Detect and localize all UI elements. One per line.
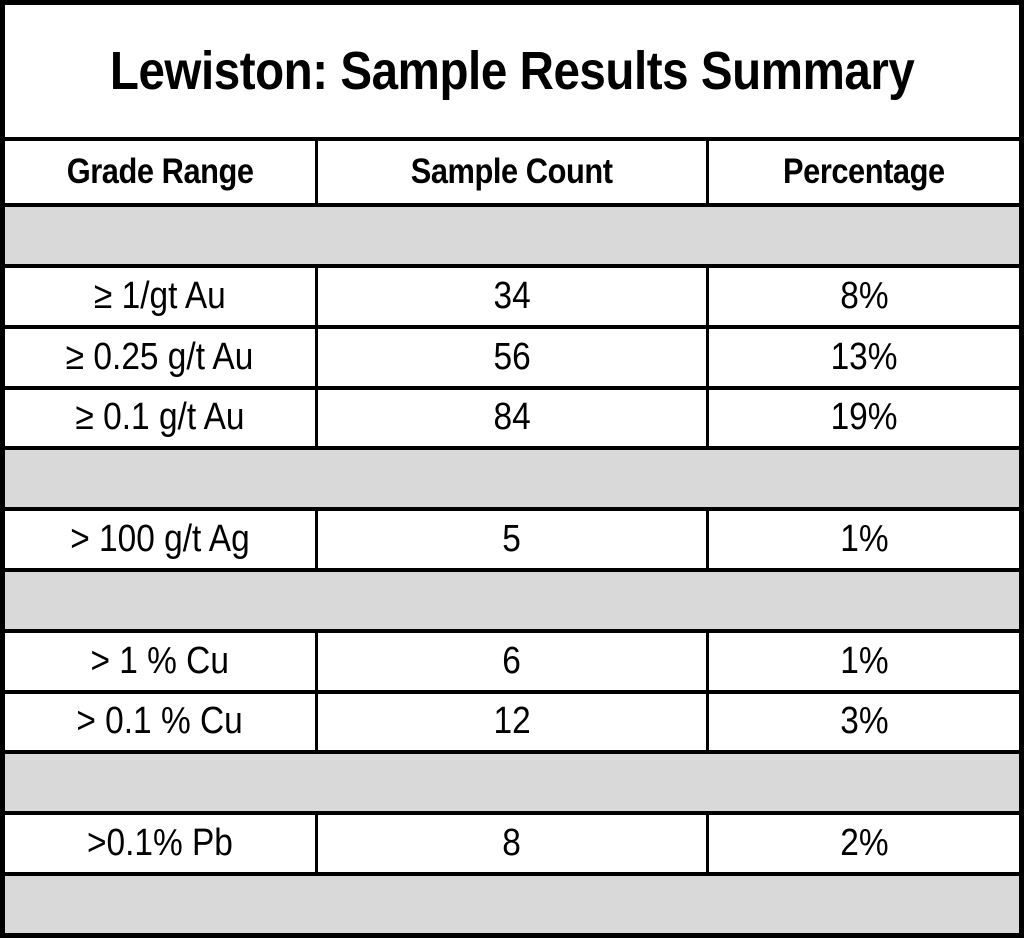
table-title: Lewiston: Sample Results Summary — [109, 41, 915, 102]
sample-count-value: 34 — [493, 274, 531, 317]
separator-cell — [1, 872, 1023, 938]
sample-count-value: 8 — [502, 822, 522, 865]
table-row: ≥ 1/gt Au 34 8% — [1, 263, 1023, 329]
sample-count-value: 12 — [493, 700, 531, 743]
sample-count-cell: 84 — [314, 385, 710, 451]
table-row: ≥ 0.25 g/t Au 56 13% — [1, 324, 1023, 390]
separator-row — [1, 872, 1023, 938]
percentage-cell: 2% — [706, 811, 1023, 876]
grade-range-value: > 1 % Cu — [90, 639, 230, 682]
grade-range-cell: ≥ 0.1 g/t Au — [1, 385, 318, 451]
sample-count-value: 56 — [493, 335, 531, 378]
column-header-grade-range: Grade Range — [1, 137, 318, 208]
percentage-cell: 19% — [706, 385, 1023, 451]
column-header-label: Grade Range — [66, 152, 254, 192]
percentage-cell: 1% — [706, 507, 1023, 572]
table-header-row: Grade Range Sample Count Percentage — [1, 137, 1023, 208]
separator-cell — [1, 446, 1023, 512]
sample-count-cell: 5 — [314, 507, 710, 572]
sample-count-cell: 6 — [314, 628, 710, 694]
separator-row — [1, 446, 1023, 512]
grade-range-value: ≥ 0.1 g/t Au — [75, 396, 245, 439]
column-header-label: Percentage — [783, 152, 946, 192]
separator-row — [1, 750, 1023, 816]
grade-range-cell: > 1 % Cu — [1, 628, 318, 694]
separator-row — [1, 203, 1023, 268]
table-row: > 1 % Cu 6 1% — [1, 628, 1023, 694]
grade-range-cell: ≥ 1/gt Au — [1, 263, 318, 329]
sample-count-cell: 12 — [314, 689, 710, 755]
percentage-cell: 13% — [706, 324, 1023, 390]
column-header-sample-count: Sample Count — [314, 137, 710, 208]
separator-cell — [1, 567, 1023, 633]
percentage-cell: 8% — [706, 263, 1023, 329]
sample-count-cell: 8 — [314, 811, 710, 876]
percentage-value: 19% — [830, 396, 898, 439]
grade-range-cell: ≥ 0.25 g/t Au — [1, 324, 318, 390]
grade-range-value: >0.1% Pb — [86, 822, 233, 865]
table-row: ≥ 0.1 g/t Au 84 19% — [1, 385, 1023, 451]
grade-range-value: ≥ 0.25 g/t Au — [65, 335, 254, 378]
grade-range-cell: > 100 g/t Ag — [1, 507, 318, 572]
table-row: > 100 g/t Ag 5 1% — [1, 507, 1023, 572]
sample-count-cell: 56 — [314, 324, 710, 390]
sample-count-value: 84 — [493, 396, 531, 439]
separator-cell — [1, 203, 1023, 268]
separator-row — [1, 567, 1023, 633]
percentage-value: 8% — [840, 274, 889, 317]
separator-cell — [1, 750, 1023, 816]
grade-range-value: > 0.1 % Cu — [76, 700, 243, 743]
sample-count-cell: 34 — [314, 263, 710, 329]
grade-range-cell: >0.1% Pb — [1, 811, 318, 876]
sample-count-value: 6 — [502, 639, 522, 682]
grade-range-value: > 100 g/t Ag — [70, 518, 250, 561]
percentage-value: 3% — [840, 700, 889, 743]
grade-range-value: ≥ 1/gt Au — [93, 274, 226, 317]
percentage-value: 2% — [840, 822, 889, 865]
percentage-value: 1% — [840, 639, 889, 682]
sample-count-value: 5 — [502, 518, 522, 561]
column-header-label: Sample Count — [411, 152, 613, 192]
percentage-value: 1% — [840, 518, 889, 561]
percentage-cell: 3% — [706, 689, 1023, 755]
table-row: > 0.1 % Cu 12 3% — [1, 689, 1023, 755]
percentage-cell: 1% — [706, 628, 1023, 694]
column-header-percentage: Percentage — [706, 137, 1023, 208]
percentage-value: 13% — [830, 335, 898, 378]
table-title-row: Lewiston: Sample Results Summary — [1, 0, 1023, 142]
table-title-cell: Lewiston: Sample Results Summary — [1, 0, 1023, 142]
table-row: >0.1% Pb 8 2% — [1, 811, 1023, 876]
grade-range-cell: > 0.1 % Cu — [1, 689, 318, 755]
